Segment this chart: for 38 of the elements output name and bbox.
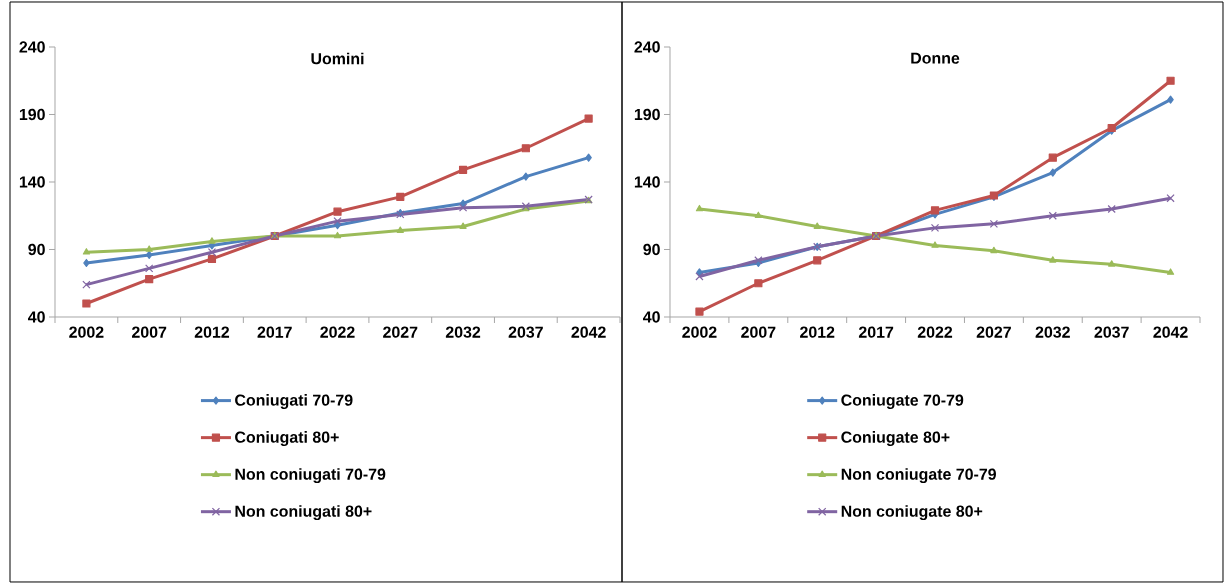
y-tick-label: 90 <box>643 243 660 256</box>
chart-title: Donne <box>911 52 960 64</box>
x-tick-label: 2032 <box>445 326 481 338</box>
x-tick-label: 2012 <box>194 326 230 338</box>
x-tick-label: 2032 <box>1035 326 1070 338</box>
y-tick-label: 40 <box>27 311 45 323</box>
x-tick-label: 2022 <box>917 326 953 338</box>
legend-label: Non coniugate 70-79 <box>841 468 996 484</box>
y-tick-label: 240 <box>19 41 45 53</box>
y-tick-label: 140 <box>634 176 660 188</box>
x-tick-label: 2037 <box>1094 326 1129 338</box>
x-tick-label: 2007 <box>741 326 776 338</box>
legend-label: Non coniugati 70-79 <box>235 468 386 484</box>
x-tick-label: 2002 <box>682 326 717 338</box>
y-tick-label: 90 <box>28 243 45 256</box>
y-tick-label: 240 <box>634 41 660 53</box>
x-tick-label: 2002 <box>69 326 104 338</box>
x-tick-label: 2007 <box>131 326 167 338</box>
chart-title: Uomini <box>311 52 364 65</box>
y-tick-label: 190 <box>19 108 45 121</box>
x-tick-label: 2027 <box>383 326 418 338</box>
legend-label: Coniugati 70-79 <box>235 394 353 409</box>
legend-label: Coniugati 80+ <box>235 431 339 447</box>
x-tick-label: 2042 <box>1153 326 1188 338</box>
legend-label: Coniugate 80+ <box>841 431 950 447</box>
x-tick-label: 2042 <box>571 326 606 338</box>
y-tick-label: 190 <box>634 108 660 121</box>
legend-label: Coniugate 70-79 <box>841 394 964 409</box>
x-tick-label: 2037 <box>508 326 543 338</box>
y-tick-label: 140 <box>19 176 45 188</box>
x-tick-label: 2027 <box>976 326 1011 338</box>
legend-label: Non coniugate 80+ <box>841 505 983 521</box>
legend-label: Non coniugati 80+ <box>235 505 372 521</box>
x-tick-label: 2017 <box>858 326 894 338</box>
x-tick-label: 2017 <box>257 326 292 338</box>
x-tick-label: 2022 <box>320 326 355 338</box>
x-tick-label: 2012 <box>800 326 835 338</box>
y-tick-label: 40 <box>643 311 660 323</box>
